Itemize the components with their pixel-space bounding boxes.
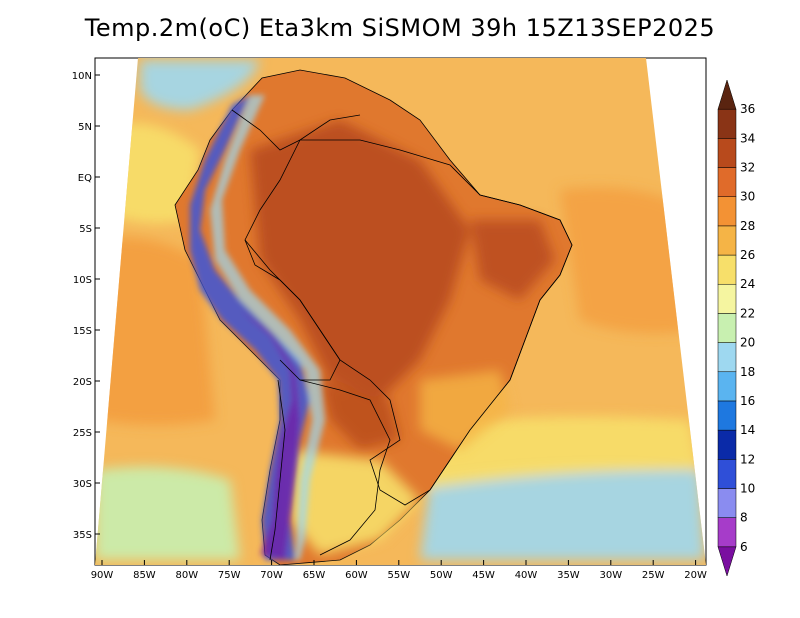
chaco-hot-zone xyxy=(320,380,400,450)
colorbar-segment xyxy=(717,459,737,489)
colorbar-label: 20 xyxy=(740,336,755,350)
lat-tick-label: 10S xyxy=(73,275,92,286)
peru-bolivia-border xyxy=(244,239,341,381)
colorbar-segment xyxy=(717,371,737,402)
colorbar-segment xyxy=(717,108,737,139)
lon-tick-label: 55W xyxy=(387,570,410,581)
lat-tick-label: 20S xyxy=(73,377,92,388)
lon-tick-label: 20W xyxy=(684,570,707,581)
colorbar-segment xyxy=(717,313,737,343)
atlantic-cool-south xyxy=(420,466,705,560)
lon-tick-label: 65W xyxy=(303,570,326,581)
colorbar-label: 16 xyxy=(740,394,755,408)
colorbar-segment xyxy=(717,488,737,518)
colorbar-segment xyxy=(717,517,737,548)
lon-tick-label: 75W xyxy=(218,570,241,581)
colorbar-segment xyxy=(717,79,737,110)
lon-tick-label: 45W xyxy=(472,570,495,581)
pacific-cool-south xyxy=(95,466,240,560)
colorbar-segment xyxy=(717,254,737,285)
colorbar-segment xyxy=(717,167,737,197)
colorbar-label: 32 xyxy=(740,161,755,175)
political-boundaries xyxy=(231,109,573,561)
lon-tick-label: 70W xyxy=(260,570,283,581)
colorbar-segment xyxy=(717,196,737,227)
temperature-field xyxy=(95,58,706,565)
caribbean-cool xyxy=(140,60,260,110)
colorbar-label: 34 xyxy=(740,131,755,145)
colorbar-label: 8 xyxy=(740,511,748,525)
andes-core-cold xyxy=(240,310,300,560)
lat-tick-label: 30S xyxy=(73,479,92,490)
chile-border xyxy=(269,379,286,561)
lon-tick-label: 85W xyxy=(133,570,156,581)
lon-tick-label: 90W xyxy=(91,570,114,581)
colorbar-segment xyxy=(717,429,737,460)
andes-cool-fringe xyxy=(210,95,325,560)
colorbar-segment xyxy=(717,225,737,256)
pacific-warm-band xyxy=(95,237,215,425)
northeast-hot-zone xyxy=(470,220,555,300)
colorbar-label: 12 xyxy=(740,452,755,466)
argentina-border xyxy=(299,379,391,556)
colorbar-segment xyxy=(717,138,737,168)
southeast-brazil-warm xyxy=(420,370,510,450)
pampas-mild-zone xyxy=(290,450,420,555)
colorbar-label: 30 xyxy=(740,190,755,204)
colorbar-segment xyxy=(717,400,737,431)
latitude-axis: 10N 5N EQ 5S 10S 15S 20S 25S 30S 35S xyxy=(72,71,100,541)
lat-tick-label: 25S xyxy=(73,428,92,439)
colorbar-label: 10 xyxy=(740,481,755,495)
colorbar-label: 28 xyxy=(740,219,755,233)
colorbar-label: 22 xyxy=(740,306,755,320)
colorbar-label: 26 xyxy=(740,248,755,262)
lat-tick-label: 10N xyxy=(72,71,92,82)
lon-tick-label: 60W xyxy=(345,570,368,581)
lon-tick-label: 40W xyxy=(515,570,538,581)
colorbar-label: 36 xyxy=(740,102,755,116)
lon-tick-label: 25W xyxy=(642,570,665,581)
lat-tick-label: 5S xyxy=(79,224,92,235)
colorbar-label: 14 xyxy=(740,423,755,437)
colorbar-label: 18 xyxy=(740,365,755,379)
colorbar: 6 8 10 12 14 16 18 20 22 24 26 28 30 32 34 36 xyxy=(717,79,755,577)
colorbar-segment xyxy=(717,546,737,577)
amazon-hot-zone xyxy=(250,120,470,400)
colorbar-segment xyxy=(717,283,737,314)
lon-tick-label: 30W xyxy=(599,570,622,581)
lat-tick-label: EQ xyxy=(78,173,92,184)
map-title: Temp.2m(oC) Eta3km SiSMOM 39h 15Z13SEP20… xyxy=(84,14,716,42)
colorbar-label: 24 xyxy=(740,277,755,291)
lat-tick-label: 15S xyxy=(73,326,92,337)
longitude-axis: 90W 85W 80W 75W 70W 65W 60W 55W 50W 45W 40W 35W 30W 2… xyxy=(91,560,707,581)
colorbar-label: 6 xyxy=(740,540,748,554)
colorbar-segment xyxy=(717,342,737,373)
lat-tick-label: 5N xyxy=(78,122,92,133)
atlantic-warm-band xyxy=(560,187,700,334)
lat-tick-label: 35S xyxy=(73,530,92,541)
lon-tick-label: 50W xyxy=(430,570,453,581)
lon-tick-label: 80W xyxy=(175,570,198,581)
colombia-venezuela-border xyxy=(231,109,361,151)
lon-tick-label: 35W xyxy=(557,570,580,581)
